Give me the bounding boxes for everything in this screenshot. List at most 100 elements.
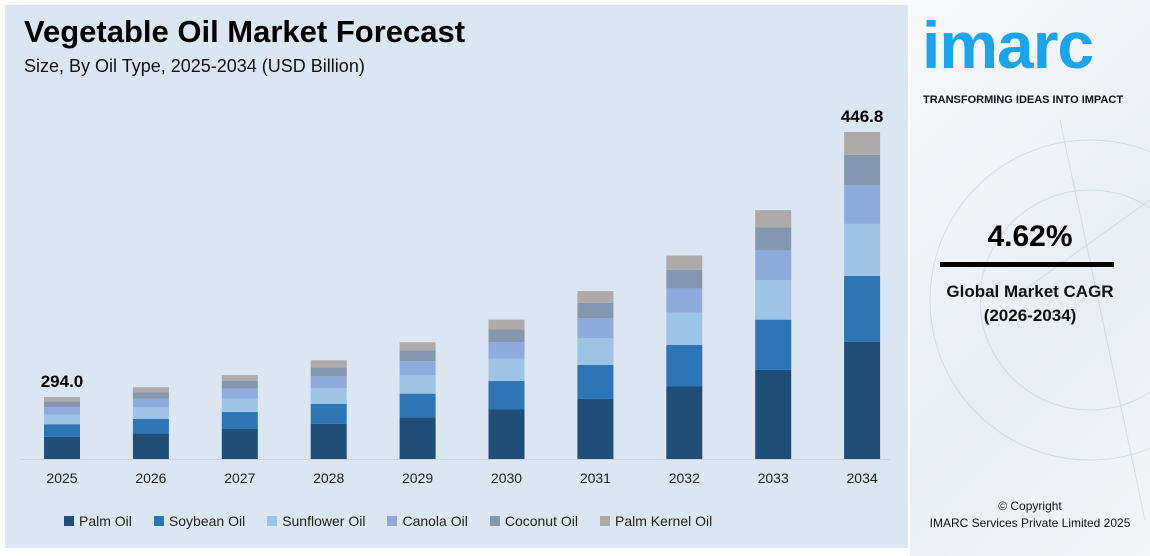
bar-segment-palm-oil	[488, 409, 525, 459]
legend-label: Palm Kernel Oil	[614, 513, 713, 529]
bar-segment-canola-oil	[399, 361, 436, 376]
bar-segment-palm-oil	[844, 341, 881, 459]
bar-segment-canola-oil	[666, 288, 703, 313]
stacked-bar-chart: 2025 294.0 2026 2027 2028 2029 2030 2031 2032 203…	[20, 107, 890, 486]
cagr-label-line2: (2026-2034)	[983, 306, 1077, 325]
bar-segment-palm-kernel-oil	[310, 360, 347, 368]
bar-segment-canola-oil	[132, 398, 169, 408]
x-tick-label: 2032	[669, 470, 700, 486]
bar-segment-palm-oil	[310, 423, 347, 459]
bar-segment-soybean-oil	[755, 319, 792, 370]
legend-swatch	[387, 516, 398, 526]
bar-segment-sunflower-oil	[132, 407, 169, 419]
x-tick-label: 2033	[758, 470, 789, 486]
imarc-logo: imarc	[922, 8, 1094, 82]
bar-segment-sunflower-oil	[399, 375, 436, 394]
legend-label: Canola Oil	[402, 513, 468, 529]
background-graphic	[929, 119, 1150, 521]
bar-segment-soybean-oil	[666, 344, 703, 387]
bar-segment-coconut-oil	[44, 401, 80, 408]
bar-segment-palm-oil	[666, 386, 703, 459]
legend-label: Coconut Oil	[504, 513, 578, 529]
legend-item: Canola Oil	[387, 513, 468, 529]
brand-panel	[910, 0, 1150, 556]
bar-segment-soybean-oil	[488, 380, 525, 410]
legend-swatch	[489, 516, 500, 526]
x-tick-label: 2029	[402, 470, 433, 486]
bar-segment-canola-oil	[488, 342, 525, 359]
x-tick-label: 2030	[491, 470, 522, 486]
x-tick-label: 2026	[135, 470, 166, 486]
data-label: 446.8	[841, 107, 884, 126]
bar-segment-sunflower-oil	[221, 398, 258, 413]
bar-segment-palm-oil	[44, 436, 80, 459]
cagr-label-line1: Global Market CAGR	[946, 282, 1114, 301]
x-tick-label: 2027	[224, 470, 255, 486]
legend-label: Soybean Oil	[168, 513, 246, 529]
bar-segment-canola-oil	[44, 407, 80, 415]
bar-segment-palm-oil	[132, 433, 169, 459]
bar-segment-canola-oil	[844, 184, 881, 224]
bar-segment-palm-oil	[399, 417, 436, 459]
bar-segment-coconut-oil	[221, 380, 258, 389]
bar-segment-coconut-oil	[666, 269, 703, 289]
data-label: 294.0	[41, 372, 84, 391]
bar-segment-sunflower-oil	[310, 388, 347, 404]
bar-segment-sunflower-oil	[844, 223, 881, 276]
cagr-divider	[940, 262, 1114, 267]
copyright-line2: IMARC Services Private Limited 2025	[929, 516, 1131, 530]
bar-segment-coconut-oil	[399, 350, 436, 362]
bar-segment-palm-oil	[755, 369, 792, 459]
bar-segment-soybean-oil	[844, 275, 881, 342]
bar-segment-palm-oil	[577, 398, 614, 459]
legend-item: Sunflower Oil	[267, 513, 365, 529]
bar-segment-palm-oil	[221, 428, 258, 459]
bar-segment-soybean-oil	[132, 418, 169, 434]
bar-segment-palm-kernel-oil	[221, 375, 258, 381]
bar-segment-coconut-oil	[844, 154, 881, 185]
legend-label: Sunflower Oil	[282, 513, 366, 529]
bar-segment-palm-kernel-oil	[755, 210, 792, 228]
bar-segment-sunflower-oil	[755, 280, 792, 320]
legend-swatch	[599, 516, 610, 526]
legend-item: Palm Kernel Oil	[599, 513, 713, 529]
legend: Palm Oil Soybean Oil Sunflower Oil Canola O…	[64, 513, 734, 529]
x-tick-label: 2034	[847, 470, 878, 486]
bar-segment-coconut-oil	[577, 302, 614, 319]
x-tick-label: 2025	[46, 470, 77, 486]
bar-segment-sunflower-oil	[488, 358, 525, 381]
bar-segment-palm-kernel-oil	[488, 319, 525, 330]
legend-label: Palm Oil	[79, 513, 132, 529]
bar-segment-palm-kernel-oil	[399, 342, 436, 351]
bar-segment-sunflower-oil	[577, 338, 614, 365]
x-tick-label: 2028	[313, 470, 344, 486]
bar-segment-soybean-oil	[310, 403, 347, 424]
bar-segment-canola-oil	[221, 388, 258, 399]
copyright-line1: © Copyright	[998, 499, 1062, 513]
bar-segment-soybean-oil	[44, 424, 80, 437]
bar-segment-canola-oil	[577, 318, 614, 339]
bar-segment-palm-kernel-oil	[844, 132, 881, 155]
bar-segment-coconut-oil	[310, 367, 347, 377]
bar-segment-palm-kernel-oil	[44, 397, 80, 402]
chart-title: Vegetable Oil Market Forecast	[24, 14, 466, 49]
bar-segment-soybean-oil	[399, 393, 436, 418]
bar-segment-palm-kernel-oil	[577, 291, 614, 303]
legend-swatch	[153, 516, 164, 526]
chart-subtitle: Size, By Oil Type, 2025-2034 (USD Billio…	[24, 56, 365, 76]
copyright: © Copyright IMARC Services Private Limit…	[910, 498, 1150, 532]
legend-item: Soybean Oil	[153, 513, 246, 529]
bar-segment-soybean-oil	[577, 364, 614, 399]
bar-segment-palm-kernel-oil	[132, 387, 169, 393]
bar-segment-coconut-oil	[132, 392, 169, 399]
bar-segment-sunflower-oil	[666, 312, 703, 345]
cagr-label: Global Market CAGR (2026-2034)	[910, 280, 1150, 328]
bar-segment-canola-oil	[755, 250, 792, 281]
bar-segment-sunflower-oil	[44, 414, 80, 425]
bar-segment-palm-kernel-oil	[666, 255, 703, 270]
bar-segment-soybean-oil	[221, 412, 258, 429]
brand-tagline: TRANSFORMING IDEAS INTO IMPACT	[923, 94, 1124, 106]
legend-swatch	[64, 516, 74, 526]
x-tick-label: 2031	[580, 470, 611, 486]
bar-segment-canola-oil	[310, 376, 347, 389]
